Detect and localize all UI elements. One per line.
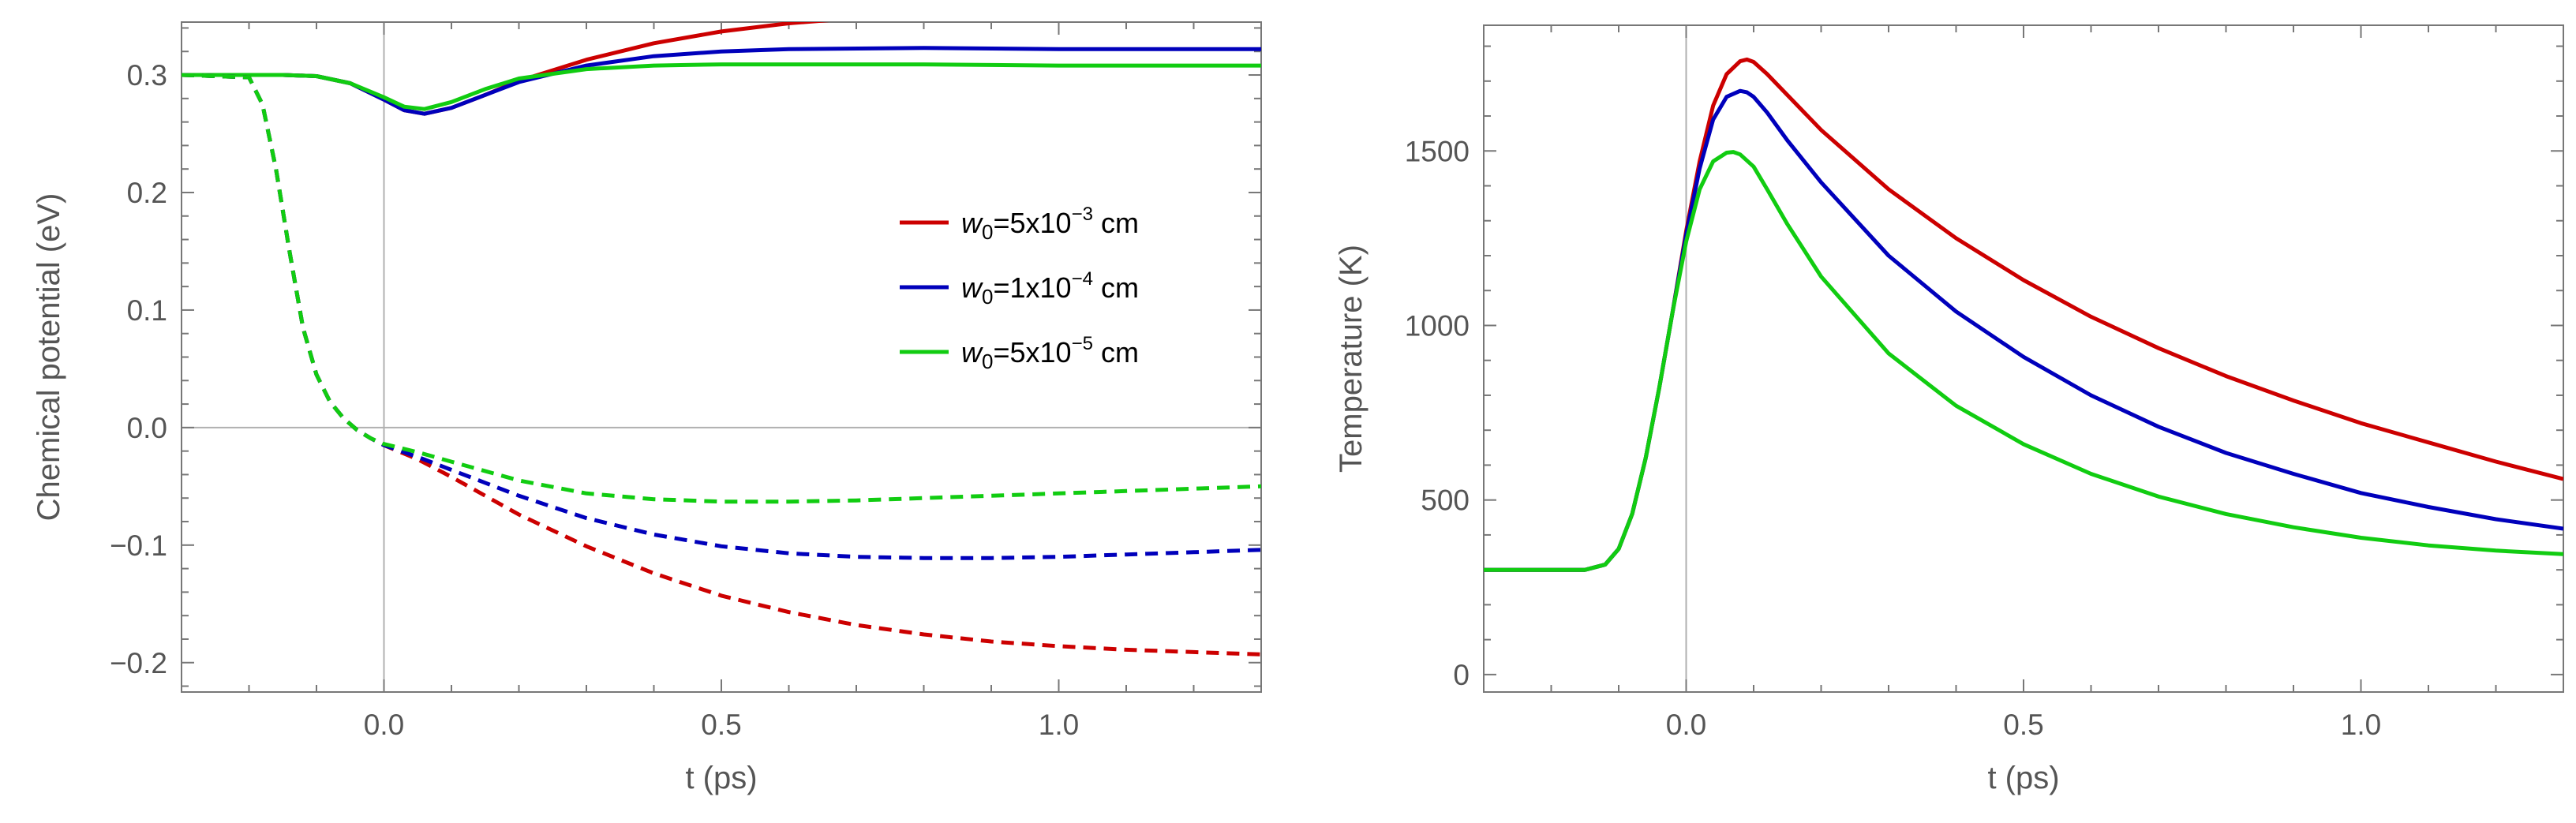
legend-unit: cm	[1093, 336, 1139, 368]
legend-var: w	[961, 207, 983, 239]
series-line-0-2	[182, 62, 1261, 111]
y-tick-label: 1500	[1405, 135, 1470, 167]
y-tick-label: 0.1	[127, 294, 167, 327]
y-tick-label: −0.1	[110, 529, 167, 562]
legend-sup: −5	[1072, 333, 1093, 354]
x-tick-label: 0.5	[2003, 709, 2043, 741]
legend-label: w0=5x10−3 cm	[961, 204, 1139, 244]
y-tick-label: 0.3	[127, 59, 167, 92]
chemical-potential-chart: 0.0 0.5 1.0 −0.2 −0.1 0.0 0.1 0.2 0.3 t (ps) Chemi…	[32, 21, 1262, 795]
legend-unit: cm	[1093, 271, 1139, 304]
legend-unit: cm	[1093, 207, 1139, 239]
x-axis-title: t (ps)	[1987, 761, 2059, 795]
x-axis-title: t (ps)	[685, 761, 757, 795]
y-tick-label: 0.2	[127, 177, 167, 209]
y-tick-label: −0.2	[110, 647, 167, 679]
legend-eq: =1x10	[993, 271, 1071, 304]
series-line-0-4	[182, 73, 1261, 560]
y-tick-label: 0.0	[127, 412, 167, 444]
y-axis-title: Temperature (K)	[1334, 245, 1368, 473]
legend-var: w	[961, 336, 983, 368]
x-tick-label: 0.0	[1666, 709, 1706, 741]
series-line-1-0	[1484, 57, 2563, 572]
series-line-0-0	[182, 22, 829, 116]
series-line-1-2	[1484, 150, 2563, 572]
y-tick-label: 500	[1421, 484, 1470, 517]
legend-eq: =5x10	[993, 336, 1071, 368]
y-tick-label: 0	[1453, 659, 1470, 691]
legend-var: w	[961, 271, 983, 304]
y-axis-title: Chemical potential (eV)	[32, 193, 66, 522]
x-tick-label: 1.0	[2341, 709, 2381, 741]
x-tick-label: 0.0	[364, 709, 404, 741]
x-tick-label: 0.5	[701, 709, 741, 741]
legend-eq: =5x10	[993, 207, 1071, 239]
legend-sub: 0	[982, 285, 993, 309]
legend-label: w0=1x10−4 cm	[961, 268, 1139, 309]
legend-label: w0=5x10−5 cm	[961, 333, 1139, 373]
legend-sup: −4	[1072, 268, 1093, 290]
y-tick-label: 1000	[1405, 309, 1470, 342]
temperature-chart: 0.0 0.5 1.0 0 500 1000 1500 t (ps) Temperature (…	[1334, 24, 2564, 795]
series-line-1-1	[1484, 88, 2563, 572]
series-line-0-5	[182, 73, 1261, 504]
legend-sub: 0	[982, 350, 993, 373]
legend-sup: −3	[1072, 204, 1093, 225]
x-tick-label: 1.0	[1039, 709, 1079, 741]
legend-sub: 0	[982, 220, 993, 244]
